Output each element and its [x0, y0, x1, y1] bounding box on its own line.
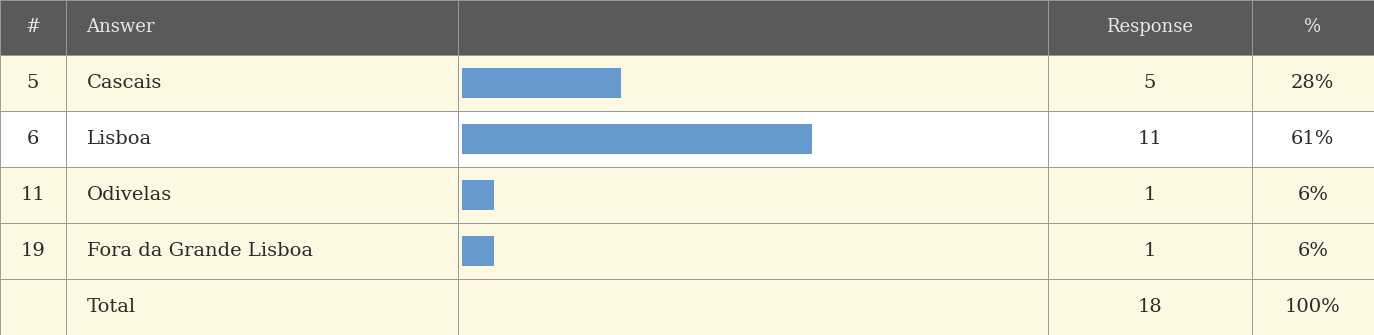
Bar	[66, 279, 458, 335]
Bar	[458, 279, 1048, 335]
Bar	[1252, 223, 1374, 279]
Bar	[66, 0, 458, 55]
Bar	[462, 181, 493, 210]
Text: Odivelas: Odivelas	[87, 186, 172, 204]
Bar	[1048, 167, 1252, 223]
Text: 61%: 61%	[1292, 130, 1334, 148]
Text: 100%: 100%	[1285, 298, 1341, 316]
Text: Fora da Grande Lisboa: Fora da Grande Lisboa	[87, 242, 312, 260]
Bar	[66, 55, 458, 111]
Text: 18: 18	[1138, 298, 1162, 316]
Text: 6%: 6%	[1297, 242, 1329, 260]
Text: Lisboa: Lisboa	[87, 130, 151, 148]
Bar	[458, 111, 1048, 167]
Bar	[66, 167, 458, 223]
Bar	[462, 237, 493, 266]
Bar	[1048, 279, 1252, 335]
Text: Total: Total	[87, 298, 136, 316]
Bar	[66, 111, 458, 167]
Bar	[462, 124, 812, 153]
Text: 5: 5	[1143, 74, 1157, 92]
Text: 6%: 6%	[1297, 186, 1329, 204]
Bar	[1252, 279, 1374, 335]
Text: 11: 11	[21, 186, 45, 204]
Bar	[0, 55, 66, 111]
Bar	[1048, 223, 1252, 279]
Bar	[1252, 0, 1374, 55]
Text: Response: Response	[1106, 18, 1194, 37]
Text: 6: 6	[26, 130, 40, 148]
Bar	[458, 167, 1048, 223]
Bar	[0, 0, 66, 55]
Text: 28%: 28%	[1292, 74, 1334, 92]
Bar	[458, 0, 1048, 55]
Bar	[66, 223, 458, 279]
Text: 19: 19	[21, 242, 45, 260]
Bar	[458, 55, 1048, 111]
Text: #: #	[25, 18, 41, 37]
Bar	[0, 279, 66, 335]
Text: 1: 1	[1143, 242, 1157, 260]
Bar	[1252, 111, 1374, 167]
Text: %: %	[1304, 18, 1322, 37]
Bar	[1252, 167, 1374, 223]
Bar	[0, 167, 66, 223]
Text: Cascais: Cascais	[87, 74, 162, 92]
Bar	[1048, 55, 1252, 111]
Bar	[462, 68, 621, 97]
Text: Answer: Answer	[87, 18, 155, 37]
Bar	[0, 111, 66, 167]
Bar	[458, 223, 1048, 279]
Bar	[1048, 0, 1252, 55]
Bar	[1252, 55, 1374, 111]
Text: 11: 11	[1138, 130, 1162, 148]
Text: 1: 1	[1143, 186, 1157, 204]
Bar	[1048, 111, 1252, 167]
Text: 5: 5	[26, 74, 40, 92]
Bar	[0, 223, 66, 279]
